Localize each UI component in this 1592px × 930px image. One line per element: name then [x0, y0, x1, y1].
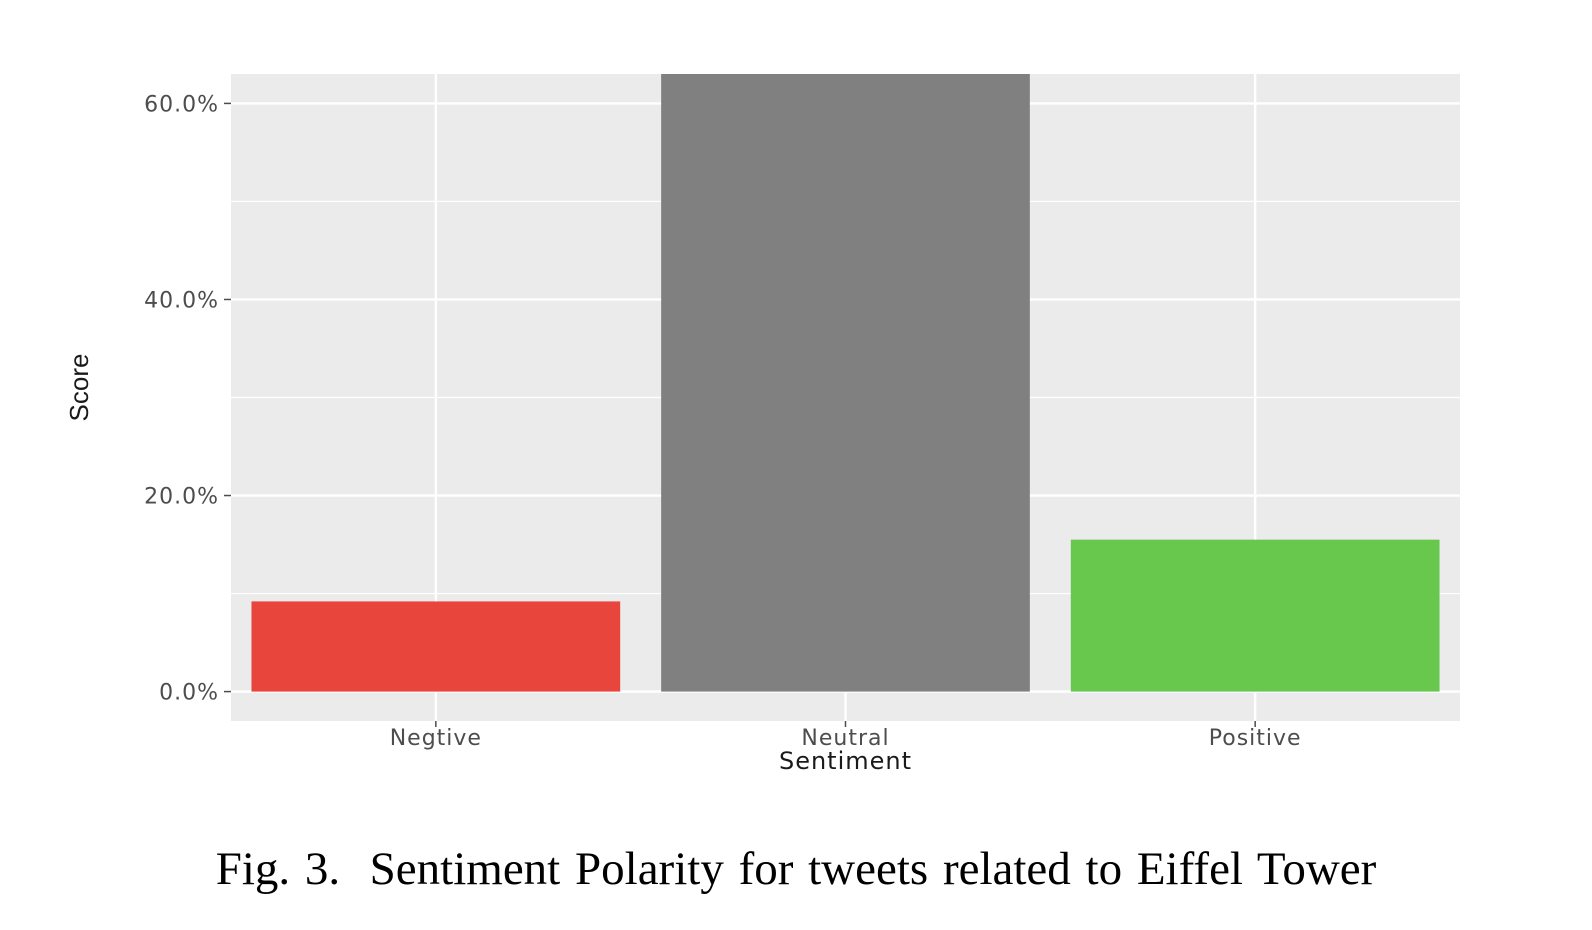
bar-positive — [1070, 539, 1440, 692]
bar-negtive — [251, 601, 621, 692]
y-tick-label: 20.0% — [144, 485, 219, 510]
x-tick-label: Neutral — [801, 726, 889, 751]
x-axis-title: Sentiment — [779, 747, 912, 775]
figure-caption: Fig. 3. Sentiment Polarity for tweets re… — [215, 843, 1377, 895]
x-axis: Negtive Neutral Positive — [390, 721, 1302, 751]
y-tick-label: 0.0% — [159, 681, 219, 706]
y-tick-label: 60.0% — [144, 92, 219, 117]
bar-neutral — [661, 74, 1030, 692]
bar-chart: 0.0% 20.0% 40.0% 60.0% Negtive Neutral Positi… — [64, 74, 1460, 775]
x-tick-label: Positive — [1209, 726, 1302, 751]
bars — [251, 74, 1440, 692]
y-tick-label: 40.0% — [144, 288, 219, 313]
y-axis: 0.0% 20.0% 40.0% 60.0% — [144, 92, 231, 706]
y-axis-title: Score — [64, 354, 94, 422]
x-tick-label: Negtive — [390, 726, 482, 751]
